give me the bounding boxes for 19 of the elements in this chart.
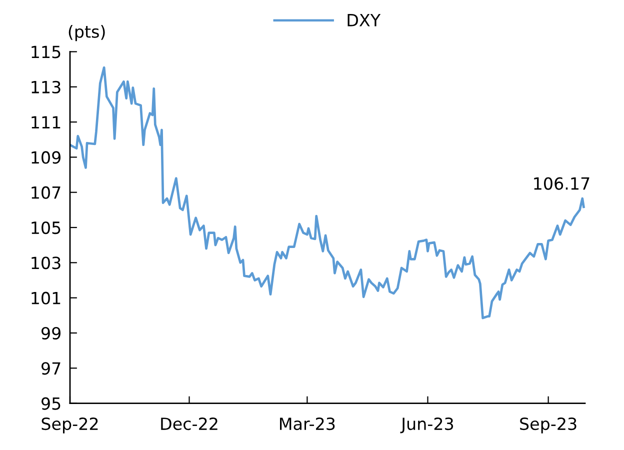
y-axis-title: (pts) <box>68 25 105 42</box>
y-tick-label: 111 <box>32 116 60 128</box>
y-tick-label: 107 <box>32 186 60 199</box>
y-tick-label: 103 <box>32 256 60 270</box>
y-tick-label: 113 <box>32 80 60 94</box>
y-tick-label: 109 <box>32 151 60 164</box>
y-tick-label: 97 <box>42 362 60 375</box>
y-tick-label: 101 <box>32 292 60 304</box>
y-tick-label: 105 <box>32 221 60 234</box>
y-tick-label: 115 <box>32 46 60 58</box>
annotation: 106.17 <box>534 177 590 190</box>
y-tick-label: 95 <box>42 397 60 410</box>
x-tick-label: Dec-22 <box>161 417 218 430</box>
x-tick-label: Sep-23 <box>520 417 576 434</box>
legend-label: DXY <box>348 14 381 26</box>
x-tick-label: Jun-23 <box>400 417 454 434</box>
x-tick-label: Mar-23 <box>280 417 335 430</box>
y-tick-label: 99 <box>42 326 60 340</box>
x-tick-label: Sep-22 <box>42 417 98 434</box>
